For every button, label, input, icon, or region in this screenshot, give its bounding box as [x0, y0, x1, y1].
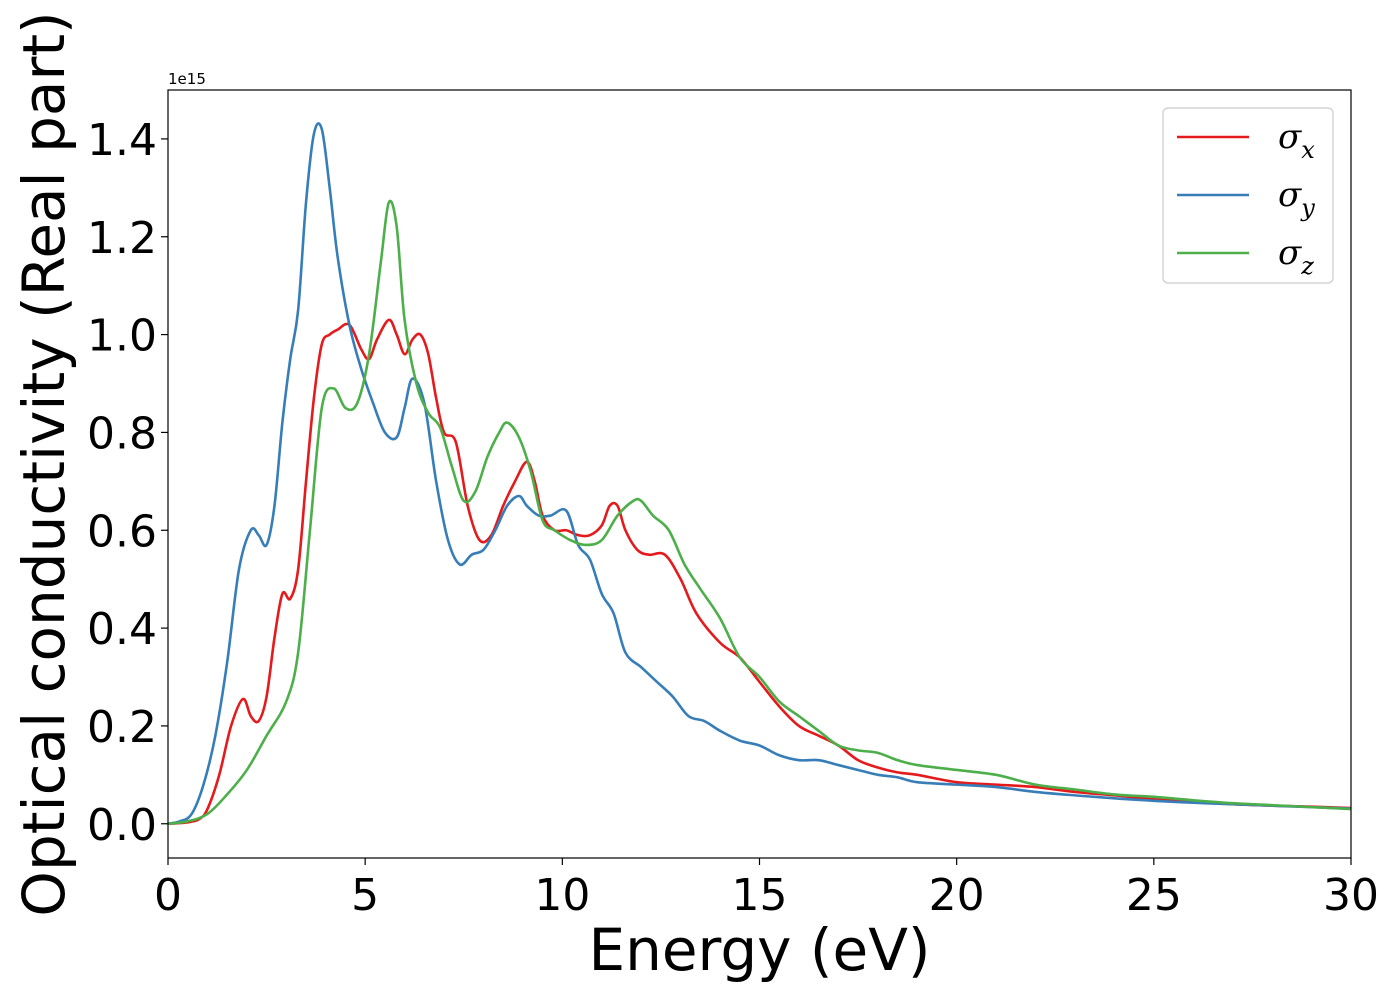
- x-tick-label: 20: [929, 870, 985, 921]
- x-axis-label: Energy (eV): [588, 916, 930, 984]
- x-axis-ticks: 0 5 10 15 20 25 30: [154, 858, 1379, 921]
- x-tick-label: 5: [351, 870, 379, 921]
- y-tick-label: 0.0: [87, 800, 157, 851]
- y-tick-label: 0.6: [87, 506, 157, 557]
- series-line-z: [168, 199, 1351, 826]
- y-tick-label: 1.0: [87, 311, 157, 362]
- legend-item-x: σx: [1177, 117, 1315, 164]
- series-line-x: [168, 318, 1351, 826]
- y-tick-label: 1.2: [87, 213, 157, 264]
- legend-item-z: σz: [1177, 233, 1314, 280]
- legend: σx σy σz: [1162, 107, 1334, 284]
- legend-item-y: σy: [1177, 175, 1315, 222]
- y-tick-label: 0.8: [87, 408, 157, 459]
- y-tick-label: 0.2: [87, 702, 157, 753]
- y-axis-offset-label: 1e15: [168, 70, 206, 88]
- x-tick-label: 15: [732, 870, 788, 921]
- x-tick-label: 0: [154, 870, 182, 921]
- legend-label: σy: [1278, 175, 1315, 222]
- series-layer: [168, 122, 1351, 826]
- y-axis-label: Optical conductivity (Real part): [10, 11, 78, 916]
- y-tick-label: 0.4: [87, 604, 157, 655]
- legend-label: σz: [1278, 233, 1314, 280]
- y-axis-ticks: 0.0 0.2 0.4 0.6 0.8 1.0 1.2 1.4: [87, 115, 168, 851]
- series-line-y: [168, 122, 1351, 826]
- x-tick-label: 25: [1126, 870, 1182, 921]
- legend-label: σx: [1278, 117, 1315, 164]
- y-tick-label: 1.4: [87, 115, 157, 166]
- x-tick-label: 10: [534, 870, 590, 921]
- x-tick-label: 30: [1323, 870, 1379, 921]
